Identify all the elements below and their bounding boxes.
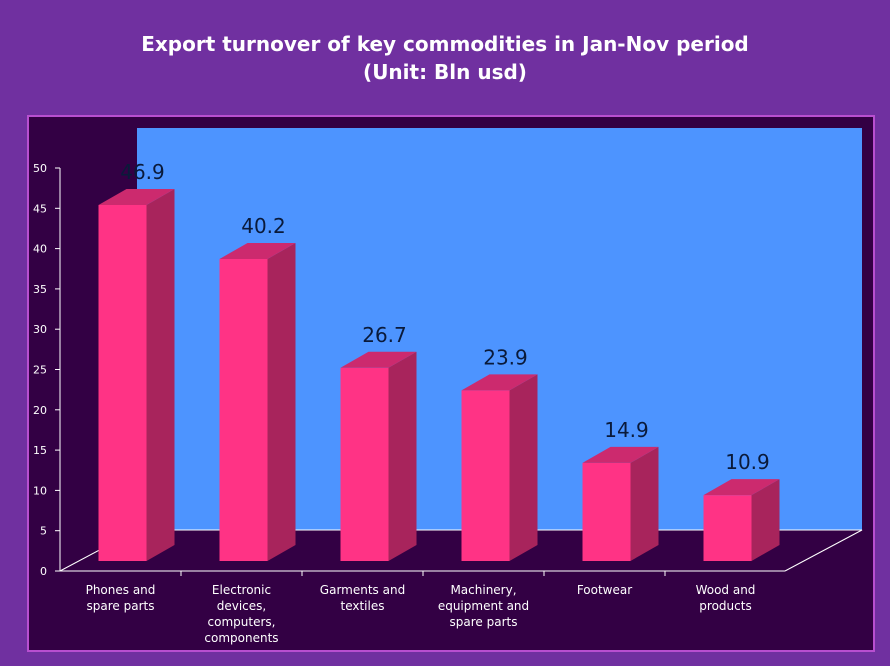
- category-label-line: spare parts: [450, 615, 518, 629]
- category-label-line: Phones and: [86, 583, 156, 597]
- category-label-line: Wood and: [696, 583, 756, 597]
- bar: [219, 258, 268, 561]
- y-tick-label: 5: [40, 525, 47, 538]
- y-tick-label: 40: [33, 243, 47, 256]
- y-tick-label: 20: [33, 404, 47, 417]
- y-tick-label: 0: [40, 565, 47, 578]
- chart-title-line-1: Export turnover of key commodities in Ja…: [141, 32, 749, 56]
- category-label-line: components: [204, 631, 278, 645]
- category-label: Garments and textiles: [320, 583, 405, 613]
- bar-side: [751, 479, 780, 561]
- chart-title-line-2: (Unit: Bln usd): [363, 60, 527, 84]
- category-label-line: computers,: [208, 615, 276, 629]
- y-tick-label: 15: [33, 444, 47, 457]
- category-label-line: equipment and: [438, 599, 529, 613]
- category-label-line: textiles: [341, 599, 385, 613]
- bar: [340, 367, 389, 561]
- bar: [582, 462, 631, 561]
- y-tick-label: 45: [33, 202, 47, 215]
- bar-side: [509, 374, 538, 561]
- bar-top: [703, 479, 780, 496]
- y-tick-label: 25: [33, 364, 47, 377]
- bar-top: [340, 351, 417, 368]
- bar-side: [630, 446, 659, 561]
- bar-top: [98, 188, 175, 205]
- category-label-line: Garments and: [320, 583, 405, 597]
- chart-title: Export turnover of key commodities in Ja…: [0, 30, 890, 86]
- bar-side: [388, 351, 417, 561]
- category-label-line: Footwear: [577, 583, 632, 597]
- category-label: Phones and spare parts: [86, 583, 156, 613]
- category-label-line: spare parts: [87, 599, 155, 613]
- y-tick-label: 35: [33, 283, 47, 296]
- category-label-line: products: [699, 599, 751, 613]
- bar: [98, 204, 147, 561]
- category-label-line: devices,: [217, 599, 266, 613]
- y-tick-label: 30: [33, 323, 47, 336]
- bar-top: [219, 242, 296, 259]
- bar: [703, 495, 752, 561]
- y-tick-label: 10: [33, 484, 47, 497]
- data-label: 26.7: [362, 323, 407, 347]
- category-label: Electronic devices, computers, components: [204, 583, 278, 645]
- bar-side: [267, 242, 296, 561]
- category-label: Wood and products: [696, 583, 756, 613]
- bar-side: [146, 188, 175, 561]
- bar-top: [582, 446, 659, 463]
- y-tick-label: 50: [33, 162, 47, 175]
- category-label-line: Electronic: [212, 583, 271, 597]
- bar-top: [461, 374, 538, 391]
- data-label: 40.2: [241, 214, 286, 238]
- data-label: 46.9: [120, 160, 165, 184]
- category-label-line: Machinery,: [450, 583, 516, 597]
- data-label: 14.9: [604, 418, 649, 442]
- category-label: Footwear: [577, 583, 632, 597]
- bar: [461, 390, 510, 561]
- category-label: Machinery, equipment and spare parts: [438, 583, 529, 629]
- data-label: 10.9: [725, 450, 770, 474]
- data-label: 23.9: [483, 345, 528, 369]
